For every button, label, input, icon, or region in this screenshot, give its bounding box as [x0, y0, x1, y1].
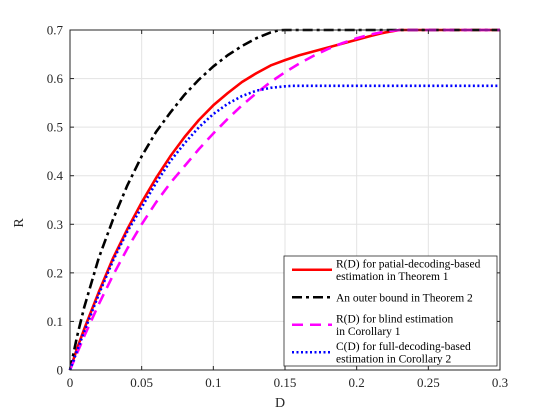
legend-label: estimation in Theorem 1 [336, 271, 449, 283]
legend-box [283, 255, 498, 367]
series-layer [68, 28, 500, 371]
series-line-3 [68, 28, 500, 371]
legend-label: R(D) for blind estimation [336, 314, 453, 326]
legend-label: C(D) for full-decoding-based [336, 341, 471, 353]
series-line-2 [68, 28, 500, 371]
y-tick-label: 0.3 [47, 217, 63, 232]
tick-labels: 0 0.05 0.1 0.15 0.2 0.25 0.3 0 0.1 0.2 0.3 0.4 0.5 0.… [47, 23, 508, 391]
x-tick-label: 0.1 [205, 375, 221, 390]
x-tick-label: 0.2 [349, 375, 365, 390]
y-tick-label: 0.7 [47, 23, 64, 38]
legend-label: estimation in Corollary 2 [336, 354, 452, 366]
y-tick-label: 0.5 [47, 120, 63, 135]
legend-label: in Corollary 1 [336, 326, 401, 338]
x-tick-label: 0 [67, 375, 74, 390]
x-tick-label: 0.15 [274, 375, 297, 390]
y-tick-label: 0 [57, 363, 64, 378]
y-tick-label: 0.1 [47, 314, 63, 329]
series-line-1 [68, 28, 500, 371]
legend: R(D) for patial-decoding-basedestimation… [283, 255, 498, 367]
series-line-4 [68, 84, 500, 371]
axes [69, 29, 501, 371]
y-tick-label: 0.2 [47, 265, 63, 280]
y-tick-label: 0.4 [47, 168, 64, 183]
y-axis-label: R [12, 218, 27, 228]
legend-label: R(D) for patial-decoding-based [336, 259, 481, 271]
x-tick-label: 0.25 [417, 375, 440, 390]
x-tick-label: 0.05 [130, 375, 153, 390]
x-tick-label: 0.3 [492, 375, 508, 390]
y-tick-label: 0.6 [47, 71, 64, 86]
legend-label: An outer bound in Theorem 2 [336, 292, 473, 304]
plot-frame [69, 29, 501, 371]
x-axis-label: D [275, 396, 285, 411]
